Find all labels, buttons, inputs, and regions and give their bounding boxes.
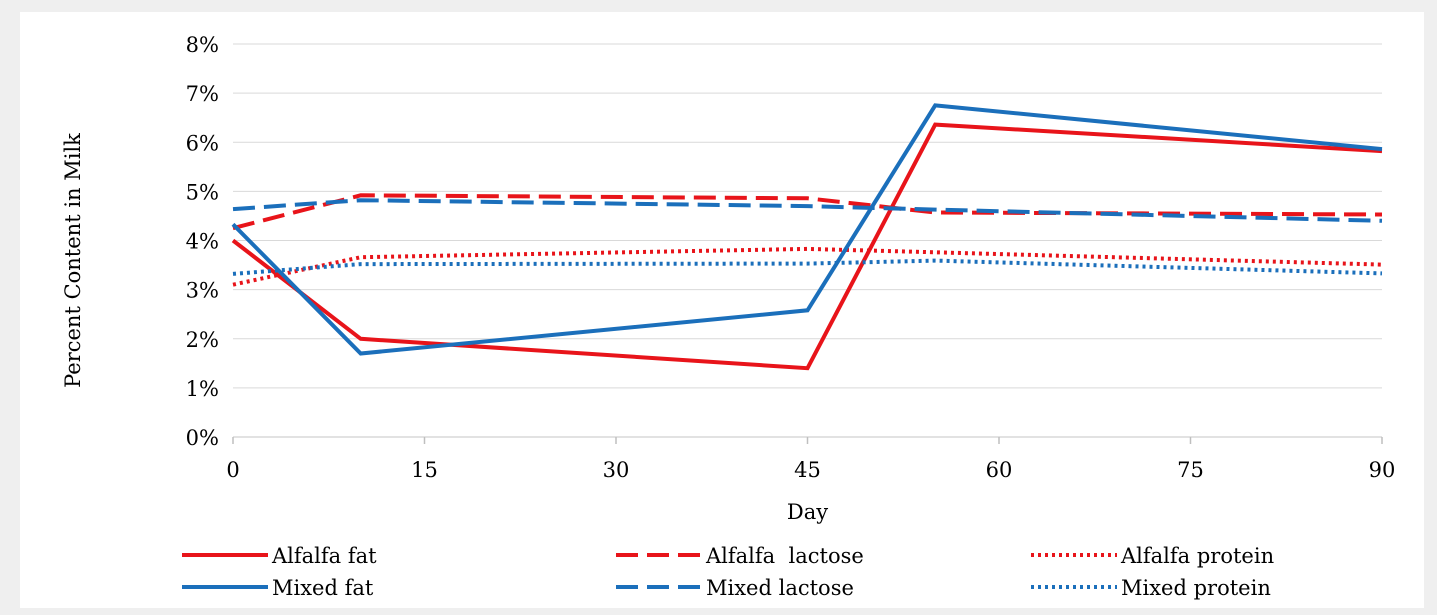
axes (232, 436, 1383, 444)
y-tick-label: 3% (186, 279, 219, 303)
chart-frame: 0% 1% 2% 3% 4% 5% 6% 7% 8% 0 15 30 45 60 75 90 Day Per… (20, 12, 1424, 608)
y-tick-label: 8% (186, 33, 219, 57)
series-line-alfalfa-protein (232, 246, 1383, 287)
x-tick-label: 45 (794, 458, 821, 482)
legend-label: Alfalfa fat (271, 544, 377, 568)
series-line-mixed-fat (231, 103, 1383, 356)
x-axis-title: Day (787, 500, 828, 524)
x-tick-label: 90 (1369, 458, 1396, 482)
series-line-mixed-protein (232, 258, 1383, 276)
y-tick-label: 5% (186, 180, 219, 204)
y-tick-label: 6% (186, 131, 219, 155)
x-tick-label: 75 (1177, 458, 1204, 482)
legend: Alfalfa fat Alfalfa lactose Alfalfa protei… (182, 544, 1274, 600)
x-tick-label: 30 (603, 458, 630, 482)
legend-label: Alfalfa lactose (705, 544, 864, 568)
series-lines (231, 103, 1383, 371)
y-tick-label: 7% (186, 82, 219, 106)
gridlines (233, 43, 1382, 389)
y-tick-label: 1% (186, 377, 219, 401)
legend-label: Mixed protein (1121, 576, 1271, 600)
y-tick-labels: 0% 1% 2% 3% 4% 5% 6% 7% 8% (186, 33, 219, 450)
legend-label: Alfalfa protein (1120, 544, 1274, 568)
x-tick-label: 60 (986, 458, 1013, 482)
y-tick-label: 0% (186, 426, 219, 450)
y-axis-title: Percent Content in Milk (61, 133, 85, 388)
legend-label: Mixed lactose (706, 576, 854, 600)
x-tick-labels: 0 15 30 45 60 75 90 (226, 458, 1395, 482)
x-tick-label: 15 (411, 458, 438, 482)
y-tick-label: 2% (186, 328, 219, 352)
x-tick-label: 0 (226, 458, 239, 482)
series-line-mixed-lactose (232, 198, 1383, 223)
legend-label: Mixed fat (272, 576, 374, 600)
series-line-alfalfa-fat (231, 122, 1383, 371)
y-tick-label: 4% (186, 230, 219, 254)
line-chart: 0% 1% 2% 3% 4% 5% 6% 7% 8% 0 15 30 45 60 75 90 Day Per… (61, 33, 1395, 600)
